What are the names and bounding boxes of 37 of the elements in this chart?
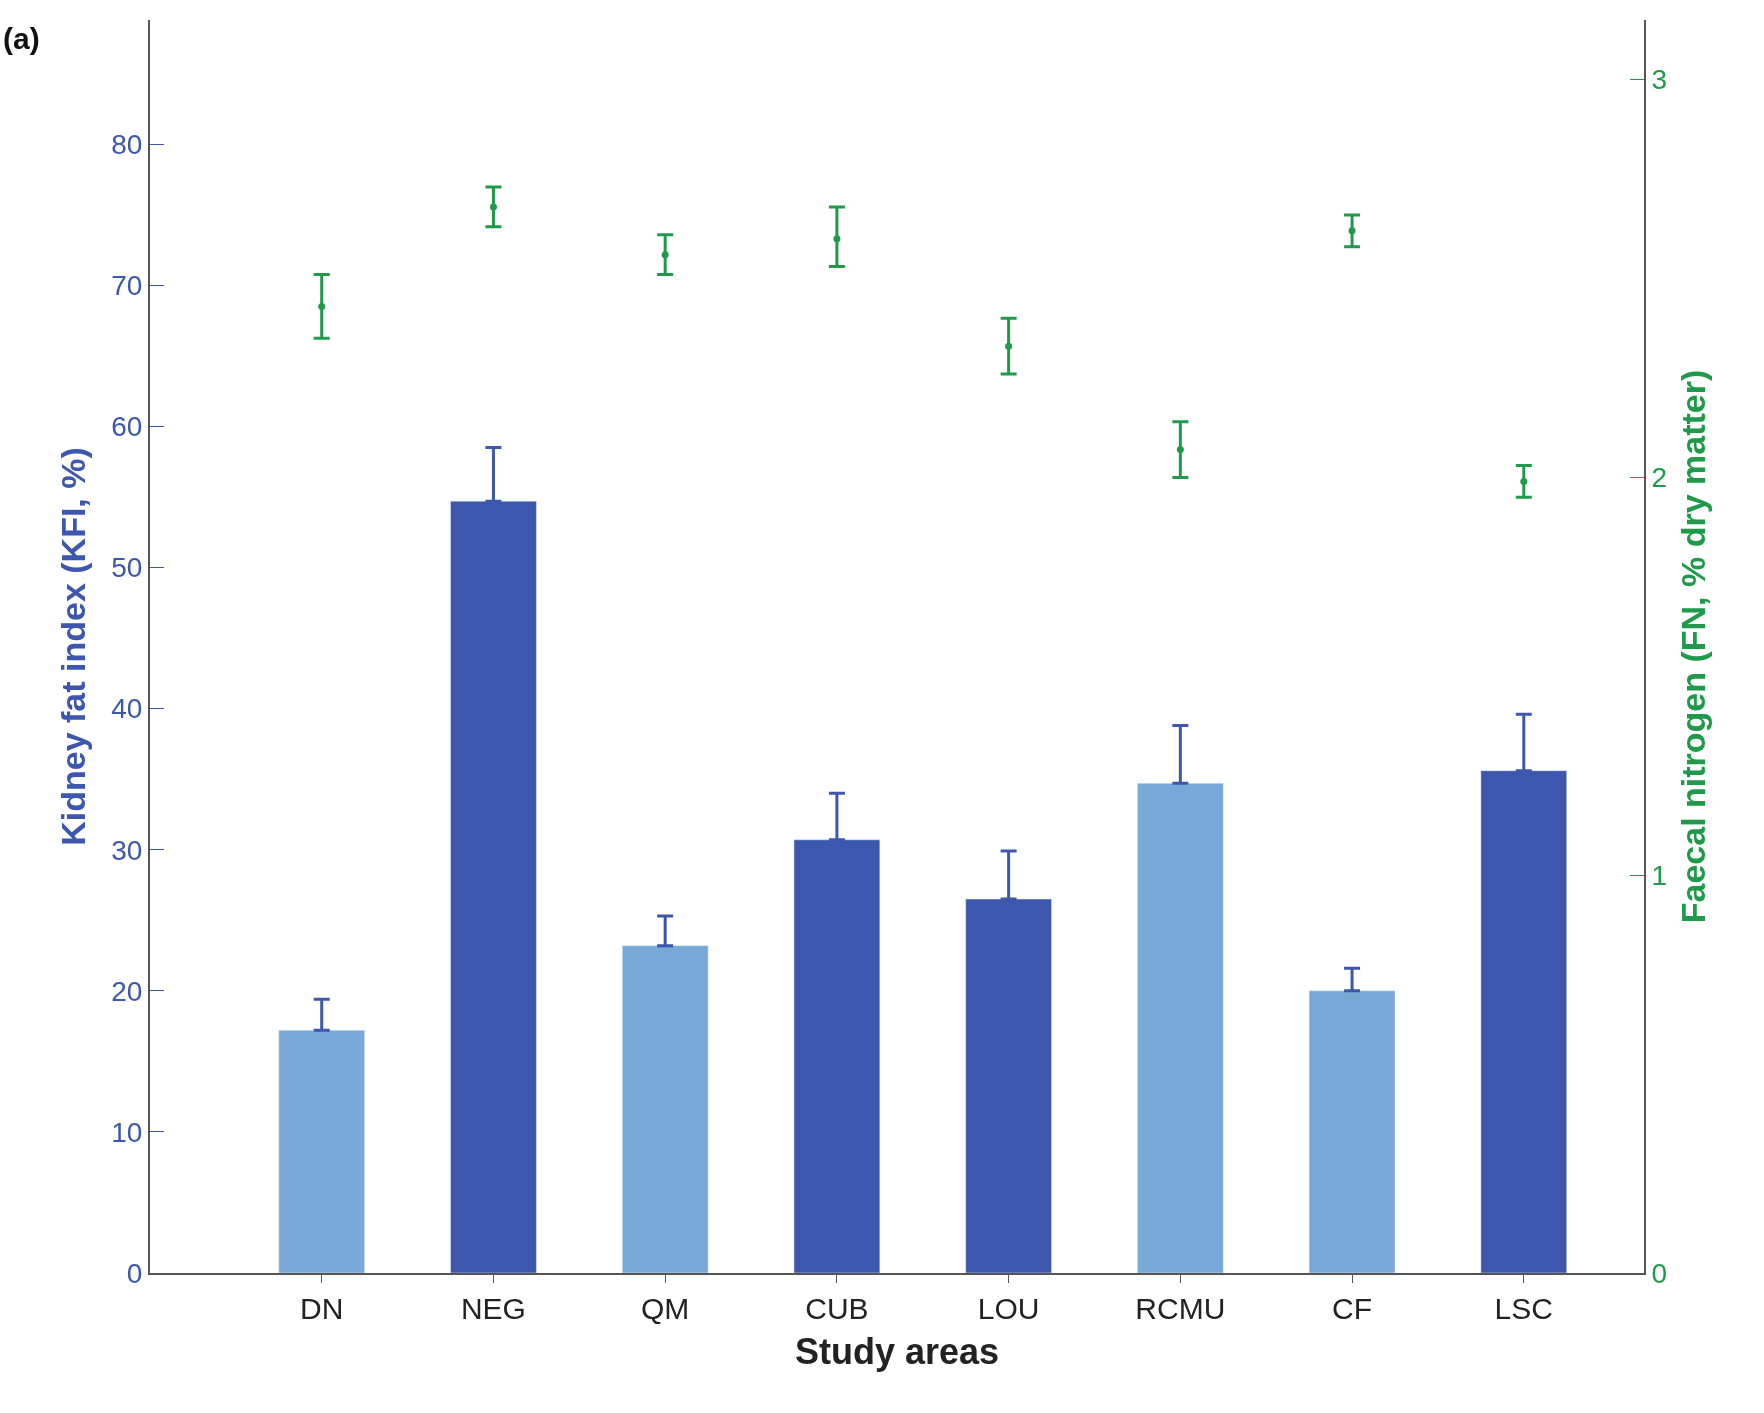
y-tick-label: 80 (111, 128, 143, 160)
x-tick-label: NEG (460, 1292, 526, 1325)
y-tick-label: 20 (111, 975, 143, 1007)
x-tick-label: CUB (805, 1292, 869, 1325)
point (1005, 342, 1013, 350)
y2-tick-label: 0 (1651, 1257, 1668, 1289)
x-tick-label: QM (641, 1292, 690, 1325)
x-tick-label: DN (300, 1292, 344, 1325)
y-tick-label: 70 (111, 270, 143, 302)
x-tick-label: LSC (1494, 1292, 1553, 1325)
y-tick-label: 0 (126, 1257, 143, 1289)
y-tick-label: 10 (111, 1116, 143, 1148)
y-tick-label: 60 (111, 411, 143, 443)
point (1176, 446, 1184, 454)
x-tick-label: CF (1332, 1292, 1373, 1325)
y-tick-label: 30 (111, 834, 143, 866)
point (318, 302, 326, 310)
x-tick-label: RCMU (1135, 1292, 1226, 1325)
bar (1137, 783, 1224, 1273)
y-tick-label: 40 (111, 693, 143, 725)
bar (278, 1030, 365, 1273)
point (833, 235, 841, 243)
text: (a) (3, 22, 40, 55)
y2-tick-label: 3 (1651, 64, 1668, 96)
point (1348, 227, 1356, 235)
point (489, 203, 497, 211)
y2-tick-label: 2 (1651, 462, 1668, 494)
bar (1308, 990, 1396, 1273)
bar (621, 945, 709, 1273)
y-axis-title: Kidney fat index (KFI, %) (54, 447, 93, 846)
point (1520, 477, 1528, 485)
x-tick-label: LOU (977, 1292, 1040, 1325)
y-tick-label: 50 (111, 552, 143, 584)
y2-tick-label: 1 (1651, 860, 1668, 892)
x-axis-title: Study areas (794, 1331, 1000, 1373)
y2-axis-title: Faecal nitrogen (FN, % dry matter) (1673, 369, 1712, 924)
point (661, 251, 669, 259)
